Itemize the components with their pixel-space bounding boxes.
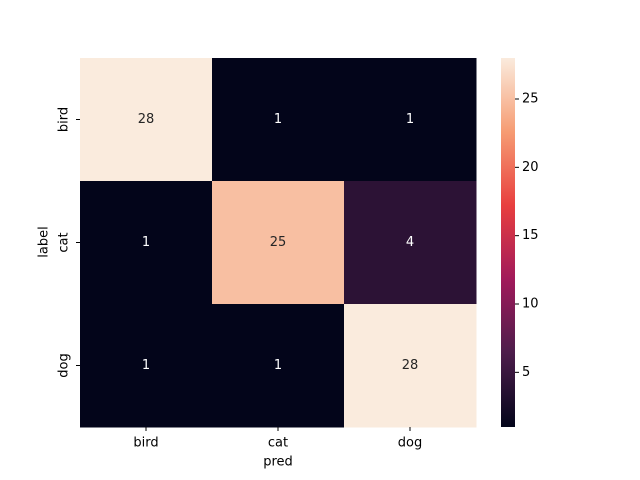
cell-annotation: 28 (138, 112, 155, 127)
cell-annotation: 1 (406, 112, 414, 127)
cell-annotation: 4 (406, 235, 414, 250)
heatmap-cell (80, 58, 213, 182)
heatmap-cell (344, 181, 477, 305)
cell-annotation: 25 (270, 235, 287, 250)
x-tick-label: bird (133, 436, 158, 451)
x-tick-label: dog (398, 436, 422, 451)
cell-annotation: 1 (274, 112, 282, 127)
cell-annotation: 1 (142, 358, 150, 373)
heatmap-cell (80, 304, 213, 428)
x-tick-label: cat (268, 436, 288, 451)
colorbar-tick-label: 20 (522, 160, 539, 175)
y-tick-label: cat (57, 232, 72, 252)
x-axis-label: pred (263, 455, 293, 470)
heatmap-cell (80, 181, 213, 305)
colorbar (501, 58, 515, 427)
cell-annotation: 1 (142, 235, 150, 250)
heatmap-cell (212, 181, 345, 305)
heatmap-cell (344, 304, 477, 428)
cell-annotation: 1 (274, 358, 282, 373)
colorbar-tick-label: 10 (522, 297, 539, 312)
y-tick-label: dog (57, 353, 72, 377)
heatmap-cell (212, 58, 345, 182)
heatmap-cell (344, 58, 477, 182)
colorbar-tick-label: 15 (522, 228, 539, 243)
colorbar-tick-label: 25 (522, 92, 539, 107)
y-axis-label: label (37, 226, 52, 257)
colorbar-tick-label: 5 (522, 365, 530, 380)
y-tick-label: bird (57, 107, 72, 132)
heatmap-cell (212, 304, 345, 428)
cell-annotation: 28 (402, 358, 419, 373)
